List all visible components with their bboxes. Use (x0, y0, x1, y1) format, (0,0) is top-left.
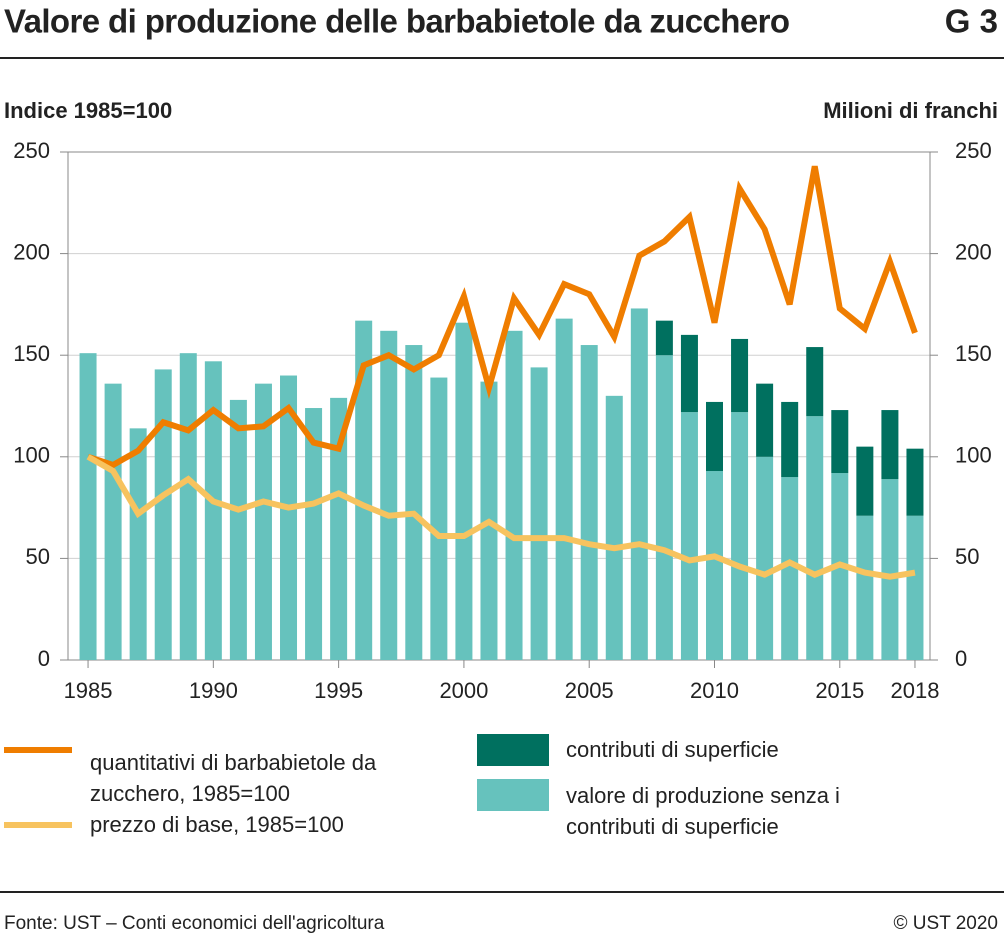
bar (781, 477, 799, 660)
x-tick-label: 1985 (64, 678, 113, 703)
x-tick-label: 1995 (314, 678, 363, 703)
bar (430, 377, 448, 660)
x-tick-label: 2015 (815, 678, 864, 703)
bar (706, 471, 723, 660)
bar (731, 338, 749, 413)
plot-frame (67, 151, 931, 661)
bar (254, 383, 272, 660)
bar (104, 383, 122, 660)
chart-title: Valore di produzione delle barbabietole … (4, 3, 789, 40)
bar (630, 308, 648, 660)
bar (330, 397, 348, 660)
y2-tick-label: 0 (955, 646, 967, 671)
y-axis-label: Indice 1985=100 (4, 98, 172, 123)
x-tick-label: 1990 (189, 678, 238, 703)
bar (680, 334, 698, 413)
bar (580, 345, 598, 660)
x-tick-label: 2018 (890, 678, 939, 703)
source: Fonte: UST – Conti economici dell'agrico… (4, 913, 385, 934)
bar (229, 399, 247, 660)
bar (405, 345, 423, 660)
bar (781, 401, 799, 478)
legend-label: valore di produzione senza i contributi … (566, 783, 840, 839)
bar (530, 367, 548, 660)
bar (655, 355, 673, 660)
bar (355, 320, 373, 660)
line (86, 454, 916, 580)
bar (204, 361, 222, 660)
bar (680, 412, 698, 660)
figure-label: G 3 (945, 3, 998, 40)
bar (380, 330, 398, 660)
y2-axis-label: Milioni di franchi (823, 98, 998, 123)
bar (154, 369, 172, 660)
bar (706, 401, 723, 472)
y-tick-label: 100 (13, 443, 50, 468)
y2-tick-label: 100 (955, 443, 992, 468)
y2-tick-label: 250 (955, 138, 992, 163)
x-tick-label: 2005 (565, 678, 614, 703)
legend-swatch (477, 779, 549, 811)
legend-label: prezzo di base, 1985=100 (90, 812, 344, 837)
bar (455, 322, 473, 660)
bar (881, 410, 899, 480)
bar (280, 375, 298, 660)
bar (756, 383, 774, 457)
y-tick-label: 250 (13, 138, 50, 163)
copyright: © UST 2020 (894, 913, 998, 934)
bar (906, 515, 924, 660)
y-tick-label: 50 (26, 544, 50, 569)
y-tick-label: 200 (13, 239, 50, 264)
legend-label: contributi di superficie (566, 737, 779, 762)
y2-tick-label: 200 (955, 239, 992, 264)
bar (79, 353, 97, 660)
bar (505, 330, 523, 660)
bar (856, 515, 874, 660)
bar (731, 412, 749, 660)
line (87, 165, 918, 469)
bar (881, 479, 899, 660)
bar (806, 347, 824, 417)
bar (806, 416, 824, 660)
bar (831, 410, 849, 474)
y2-tick-label: 150 (955, 341, 992, 366)
legend-label: quantitativi di barbabietole da zucchero… (90, 750, 377, 806)
bar (605, 395, 623, 660)
x-tick-label: 2010 (690, 678, 739, 703)
bar (179, 353, 197, 660)
bar (756, 456, 774, 660)
y2-tick-label: 50 (955, 544, 979, 569)
bar (555, 318, 573, 660)
y-tick-label: 0 (38, 646, 50, 671)
legend-swatch (477, 734, 549, 766)
x-tick-label: 2000 (439, 678, 488, 703)
bar (655, 320, 673, 356)
bar (856, 446, 874, 516)
bar (906, 448, 924, 516)
y-tick-label: 150 (13, 341, 50, 366)
bar (129, 428, 147, 660)
bar (305, 408, 323, 660)
